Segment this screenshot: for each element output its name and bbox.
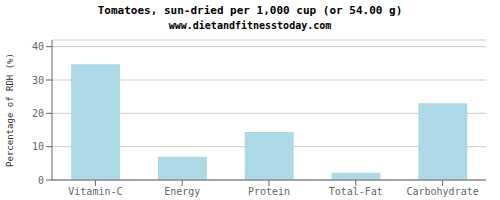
svg-text:10: 10 <box>32 141 44 152</box>
svg-text:Total-Fat: Total-Fat <box>329 186 383 197</box>
svg-text:Vitamin-C: Vitamin-C <box>68 186 122 197</box>
svg-text:Percentage of RDH (%): Percentage of RDH (%) <box>8 53 15 167</box>
html-text:www.dietandfitnesstoday.com: www.dietandfitnesstoday.com <box>168 20 332 31</box>
svg-text:Energy: Energy <box>164 186 200 197</box>
svg-text:Protein: Protein <box>248 186 290 197</box>
svg-text:0: 0 <box>38 175 44 186</box>
html-text:Tomatoes, sun-dried per 1,000: Tomatoes, sun-dried per 1,000 cup (or 54… <box>97 4 403 17</box>
svg-text:20: 20 <box>32 108 44 119</box>
svg-text:40: 40 <box>32 41 44 52</box>
svg-text:Carbohydrate: Carbohydrate <box>406 186 478 197</box>
svg-text:30: 30 <box>32 75 44 86</box>
